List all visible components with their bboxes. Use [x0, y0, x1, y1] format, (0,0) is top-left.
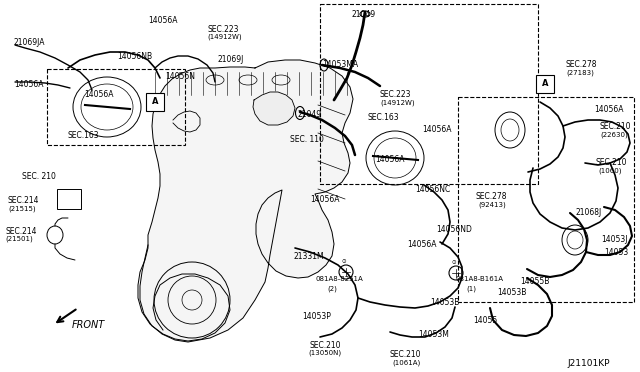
FancyBboxPatch shape [146, 93, 164, 111]
Text: 14056A: 14056A [422, 125, 451, 134]
Text: (2): (2) [327, 285, 337, 292]
Text: ⊙: ⊙ [452, 260, 456, 265]
Text: 14053MA: 14053MA [322, 60, 358, 69]
Text: (21501): (21501) [5, 236, 33, 243]
Text: 14056A: 14056A [375, 155, 404, 164]
Text: (1061A): (1061A) [392, 359, 420, 366]
Text: 081A8-8251A: 081A8-8251A [316, 276, 364, 282]
FancyBboxPatch shape [536, 75, 554, 93]
Text: SEC. 210: SEC. 210 [22, 172, 56, 181]
Text: SEC.210: SEC.210 [596, 158, 627, 167]
Text: 14056A: 14056A [148, 16, 177, 25]
Text: (22630): (22630) [600, 131, 628, 138]
Text: 14056NB: 14056NB [117, 52, 152, 61]
Text: 14056NC: 14056NC [415, 185, 451, 194]
Text: (14912W): (14912W) [207, 34, 242, 41]
Text: SEC.163: SEC.163 [368, 113, 399, 122]
Text: SEC.214: SEC.214 [8, 196, 40, 205]
Text: 14053M: 14053M [418, 330, 449, 339]
Text: 14056ND: 14056ND [436, 225, 472, 234]
Text: 14053B: 14053B [430, 298, 460, 307]
Text: (14912W): (14912W) [380, 99, 415, 106]
Text: SEC.210: SEC.210 [390, 350, 422, 359]
Text: 14055B: 14055B [520, 277, 549, 286]
Text: SEC.223: SEC.223 [380, 90, 412, 99]
Text: 21068J: 21068J [576, 208, 602, 217]
Text: SEC.278: SEC.278 [476, 192, 508, 201]
Text: (13050N): (13050N) [308, 350, 341, 356]
Text: (21515): (21515) [8, 205, 36, 212]
Text: 14056A: 14056A [14, 80, 44, 89]
Text: 21049: 21049 [352, 10, 376, 19]
Text: SEC.210: SEC.210 [310, 341, 342, 350]
Text: SEC.210: SEC.210 [600, 122, 632, 131]
Text: 14053J: 14053J [601, 235, 627, 244]
Text: SEC.223: SEC.223 [207, 25, 239, 34]
Text: SEC.163: SEC.163 [68, 131, 100, 140]
Text: 14053B: 14053B [497, 288, 526, 297]
Text: 14053: 14053 [604, 248, 628, 257]
Text: 21069J: 21069J [218, 55, 244, 64]
Text: (1060): (1060) [598, 167, 621, 173]
Text: 14055: 14055 [473, 316, 497, 325]
Text: J21101KP: J21101KP [567, 359, 609, 368]
Text: ⊙: ⊙ [342, 259, 347, 264]
Text: SEC.278: SEC.278 [566, 60, 598, 69]
Text: 21331M: 21331M [293, 252, 324, 261]
Text: 14056A: 14056A [407, 240, 436, 249]
Text: 21069JA: 21069JA [14, 38, 45, 47]
Text: 14056A: 14056A [310, 195, 339, 204]
Text: 14056A: 14056A [84, 90, 113, 99]
Text: 14053P: 14053P [302, 312, 331, 321]
Text: 21049: 21049 [298, 110, 322, 119]
Text: (92413): (92413) [478, 201, 506, 208]
Polygon shape [253, 92, 295, 125]
Text: 14056A: 14056A [594, 105, 623, 114]
Text: SEC. 110: SEC. 110 [290, 135, 324, 144]
Text: SEC.214: SEC.214 [5, 227, 36, 236]
Text: FRONT: FRONT [72, 320, 105, 330]
Text: 081A8-B161A: 081A8-B161A [455, 276, 503, 282]
Text: (1): (1) [466, 285, 476, 292]
Text: A: A [152, 97, 158, 106]
Polygon shape [138, 60, 353, 342]
Text: 14056N: 14056N [165, 72, 195, 81]
Text: A: A [541, 80, 548, 89]
Text: (27183): (27183) [566, 69, 594, 76]
